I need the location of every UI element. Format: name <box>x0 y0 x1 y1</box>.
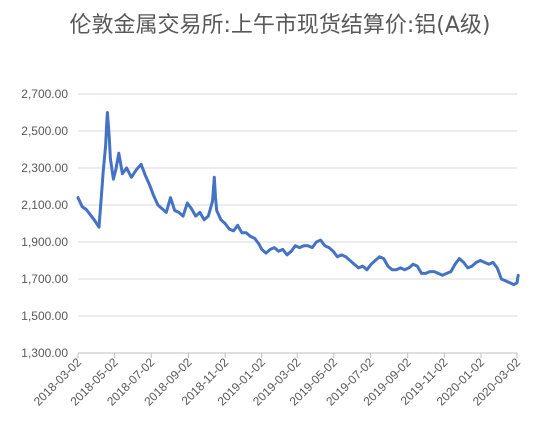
y-tick-label: 1,300.00 <box>21 346 68 360</box>
y-tick-label: 2,300.00 <box>21 161 68 175</box>
series-line-aluminium-price <box>76 111 520 287</box>
y-tick-label: 1,500.00 <box>21 309 68 323</box>
y-tick-label: 1,900.00 <box>21 235 68 249</box>
y-tick-label: 2,100.00 <box>21 198 68 212</box>
y-axis-ticks: 1,300.00 1,500.00 1,700.00 1,900.00 2,100.00… <box>21 87 68 360</box>
y-tick-label: 1,700.00 <box>21 272 68 286</box>
x-axis-ticks: 2018-03-022018-05-022018-07-022018-09-02… <box>31 353 523 409</box>
y-tick-label: 2,500.00 <box>21 124 68 138</box>
gridlines <box>78 93 517 317</box>
chart-title: 伦敦金属交易所:上午市现货结算价:铝(A级) <box>69 13 491 38</box>
y-tick-label: 2,700.00 <box>21 87 68 101</box>
